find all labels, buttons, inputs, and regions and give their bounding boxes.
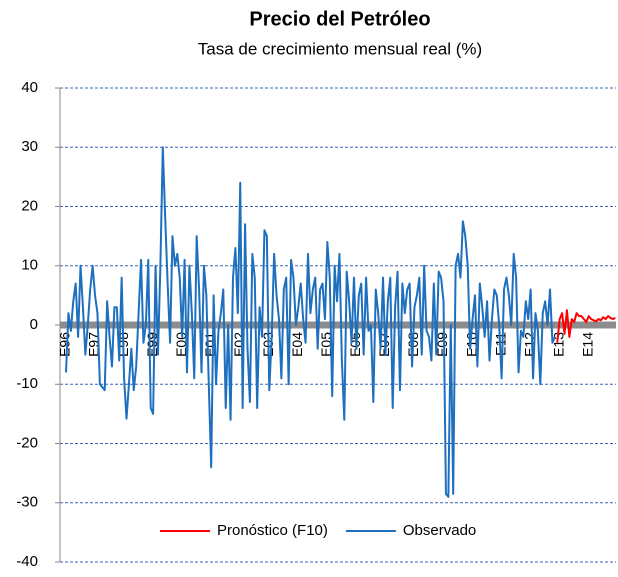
x-tick-label: E09 [434,332,450,357]
y-tick-label: -40 [16,553,38,570]
x-tick-label: E00 [173,332,189,357]
x-tick-label: E96 [57,332,73,357]
y-tick-label: 20 [21,197,38,214]
y-tick-label: 0 [30,316,38,333]
y-tick-label: 40 [21,79,38,96]
x-tick-label: E99 [144,332,160,357]
x-tick-label: E14 [579,332,595,357]
y-tick-label: -30 [16,494,38,511]
legend-label: Observado [403,522,476,539]
chart-title: Precio del Petróleo [249,8,430,30]
y-tick-label: -20 [16,434,38,451]
y-tick-label: 10 [21,257,38,274]
series-line [556,309,616,343]
y-tick-label: -10 [16,375,38,392]
chart-subtitle: Tasa de crecimiento mensual real (%) [198,39,482,58]
x-tick-label: E04 [289,332,305,357]
legend-label: Pronóstico (F10) [217,522,328,539]
y-tick-label: 30 [21,138,38,155]
series-line [65,146,556,498]
